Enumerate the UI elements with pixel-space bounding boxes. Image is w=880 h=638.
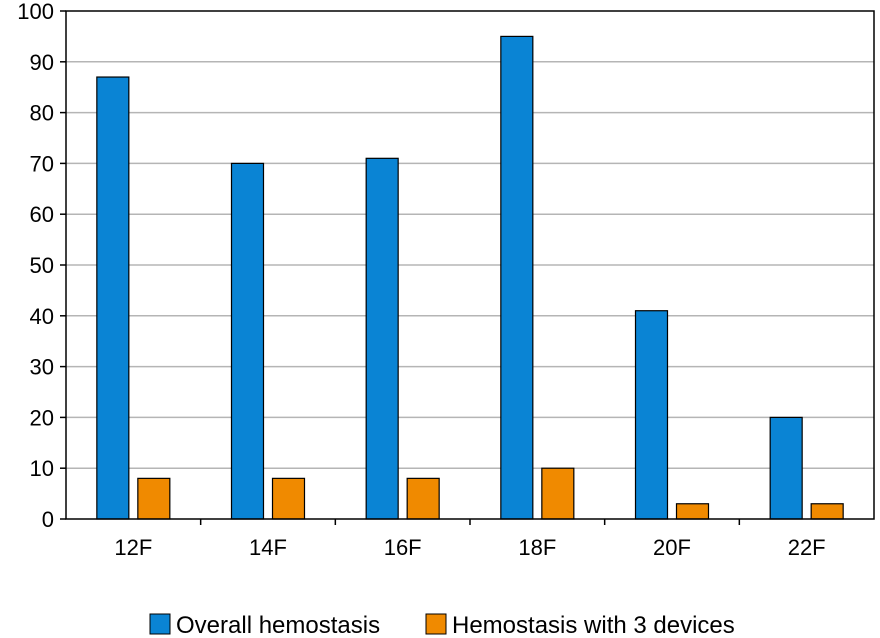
y-tick-label: 60 xyxy=(30,202,54,227)
gridlines xyxy=(66,61,874,469)
bar-overall-hemostasis-16f xyxy=(365,157,399,520)
y-tick-label: 30 xyxy=(30,355,54,380)
bar-hemostasis-3-devices-12f xyxy=(137,477,171,520)
x-tick-label: 16F xyxy=(384,535,422,560)
bar-overall-hemostasis-12f xyxy=(96,76,130,520)
y-tick-label: 100 xyxy=(17,0,54,24)
x-tick-label: 18F xyxy=(518,535,556,560)
legend: Overall hemostasis Hemostasis with 3 dev… xyxy=(149,612,735,638)
bar-hemostasis-3-devices-18f xyxy=(541,467,575,520)
bar-overall-hemostasis-18f xyxy=(500,35,534,520)
x-tick-label: 22F xyxy=(788,535,826,560)
legend-label-overall-hemostasis: Overall hemostasis xyxy=(176,612,380,638)
y-axis-ticks: 0 10 20 30 40 50 60 70 80 90 100 xyxy=(17,0,66,532)
x-tick-label: 14F xyxy=(249,535,287,560)
y-tick-label: 20 xyxy=(30,405,54,430)
bar-overall-hemostasis-22f xyxy=(769,416,803,520)
x-axis-ticks: 12F 14F 16F 18F 20F 22F xyxy=(114,519,826,560)
bar-hemostasis-3-devices-14f xyxy=(271,477,306,520)
bar-overall-hemostasis-20f xyxy=(634,310,669,520)
legend-swatch-hemostasis-3-devices xyxy=(425,613,447,635)
bar-hemostasis-3-devices-20f xyxy=(675,503,710,520)
legend-swatch-overall-hemostasis xyxy=(149,613,171,635)
bars xyxy=(96,35,844,520)
y-tick-label: 0 xyxy=(42,507,54,532)
y-tick-label: 70 xyxy=(30,151,54,176)
bar-overall-hemostasis-14f xyxy=(230,162,265,520)
y-tick-label: 40 xyxy=(30,304,54,329)
x-tick-label: 20F xyxy=(653,535,691,560)
bar-hemostasis-3-devices-22f xyxy=(810,503,844,520)
y-tick-label: 10 xyxy=(30,456,54,481)
x-tick-label: 12F xyxy=(114,535,152,560)
legend-label-hemostasis-3-devices: Hemostasis with 3 devices xyxy=(452,612,735,638)
y-tick-label: 90 xyxy=(30,50,54,75)
y-tick-label: 80 xyxy=(30,101,54,126)
bar-hemostasis-3-devices-16f xyxy=(406,477,440,520)
y-tick-label: 50 xyxy=(30,253,54,278)
